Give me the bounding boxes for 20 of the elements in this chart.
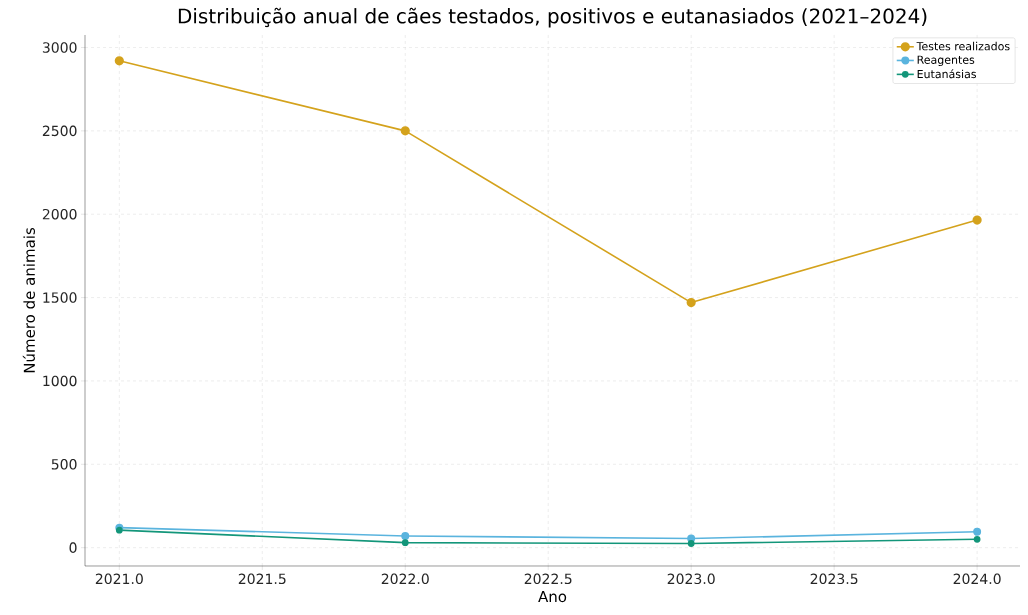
y-tick-label: 2000	[42, 208, 77, 220]
y-tick-label: 0	[69, 542, 77, 553]
x-tick-label: 2022.0	[381, 573, 429, 585]
x-tick-label: 2021.5	[238, 573, 286, 585]
y-axis-title: Número de animais	[22, 227, 35, 373]
legend-label: Reagentes	[917, 55, 975, 67]
y-tick-label: 3000	[42, 42, 77, 53]
y-tick-label: 500	[51, 458, 77, 470]
chart-title: Distribuição anual de cães testados, positivos e eutanasiados (2021–2024)	[178, 7, 927, 28]
x-tick-label: 2023.5	[810, 573, 858, 585]
y-tick-label: 2500	[42, 125, 77, 137]
x-tick-label: 2023.0	[667, 573, 715, 585]
x-axis-title: Ano	[538, 590, 567, 603]
x-tick-label: 2022.5	[524, 573, 572, 585]
x-tick-label: 2024.0	[953, 573, 1001, 585]
y-tick-label: 1500	[43, 292, 77, 303]
legend-label: Testes realizados	[916, 41, 1010, 51]
x-tick-label: 2021.0	[95, 573, 143, 585]
y-tick-label: 1000	[43, 375, 77, 387]
legend-label: Eutanásias	[917, 69, 977, 79]
